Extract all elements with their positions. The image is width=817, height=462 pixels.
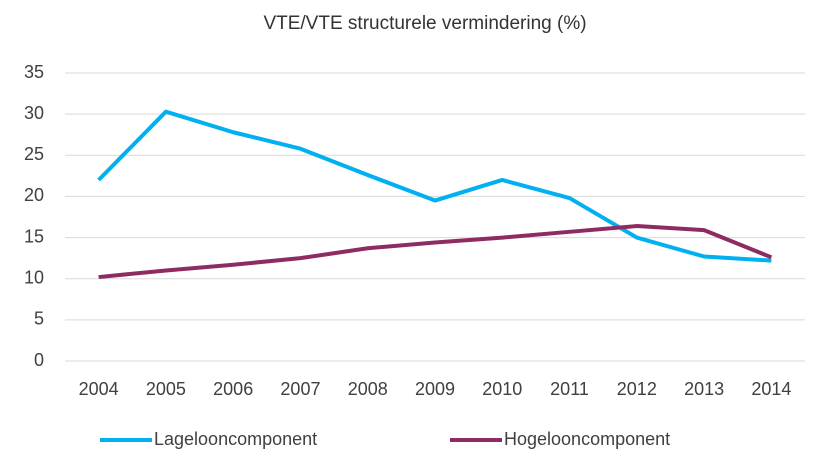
x-tick-label: 2011: [550, 379, 589, 399]
x-tick-label: 2009: [415, 379, 455, 399]
x-tick-label: 2014: [751, 379, 791, 399]
y-tick-label: 15: [24, 226, 44, 246]
y-tick-label: 5: [34, 309, 44, 329]
x-tick-label: 2007: [280, 379, 320, 399]
line-series: [97, 109, 772, 263]
x-tick-label: 2004: [79, 379, 119, 399]
y-tick-label: 30: [24, 103, 44, 123]
y-tick-label: 25: [24, 144, 44, 164]
y-tick-label: 10: [24, 267, 44, 287]
y-tick-label: 20: [24, 185, 44, 205]
line-series: [98, 224, 773, 280]
x-tick-label: 2013: [684, 379, 724, 399]
chart-title: VTE/VTE structurele vermindering (%): [263, 13, 586, 34]
x-tick-label: 2012: [617, 379, 657, 399]
x-tick-label: 2010: [482, 379, 522, 399]
legend-label: Lagelooncomponent: [154, 429, 317, 449]
legend-label: Hogelooncomponent: [504, 429, 670, 449]
x-tick-label: 2008: [348, 379, 388, 399]
x-tick-label: 2005: [146, 379, 186, 399]
x-tick-label: 2006: [213, 379, 253, 399]
y-tick-label: 35: [24, 62, 44, 82]
y-tick-label: 0: [34, 350, 44, 370]
